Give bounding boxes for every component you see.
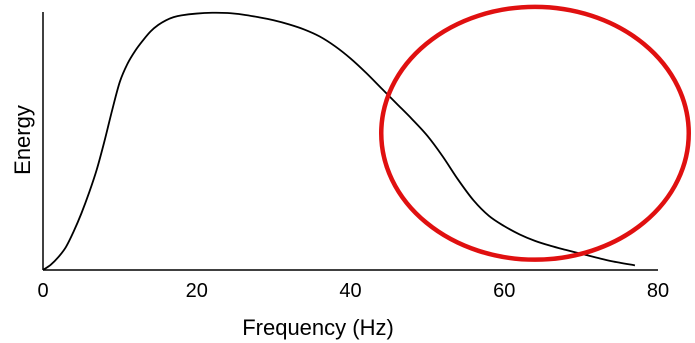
series-layer [42, 11, 636, 271]
y-axis-label: Energy [10, 105, 35, 175]
x-tick-label: 20 [186, 280, 208, 302]
x-tick-label: 0 [37, 280, 48, 302]
axes [42, 12, 658, 271]
x-tick-label: 60 [493, 280, 515, 302]
energy-curve [42, 11, 636, 271]
x-tick-label: 80 [647, 280, 669, 302]
annotation-layer [379, 4, 691, 262]
x-ticks: 0 20 40 60 80 [37, 280, 669, 302]
x-tick-label: 40 [339, 280, 361, 302]
highlight-ellipse [379, 4, 691, 262]
x-axis-label: Frequency (Hz) [242, 315, 394, 340]
